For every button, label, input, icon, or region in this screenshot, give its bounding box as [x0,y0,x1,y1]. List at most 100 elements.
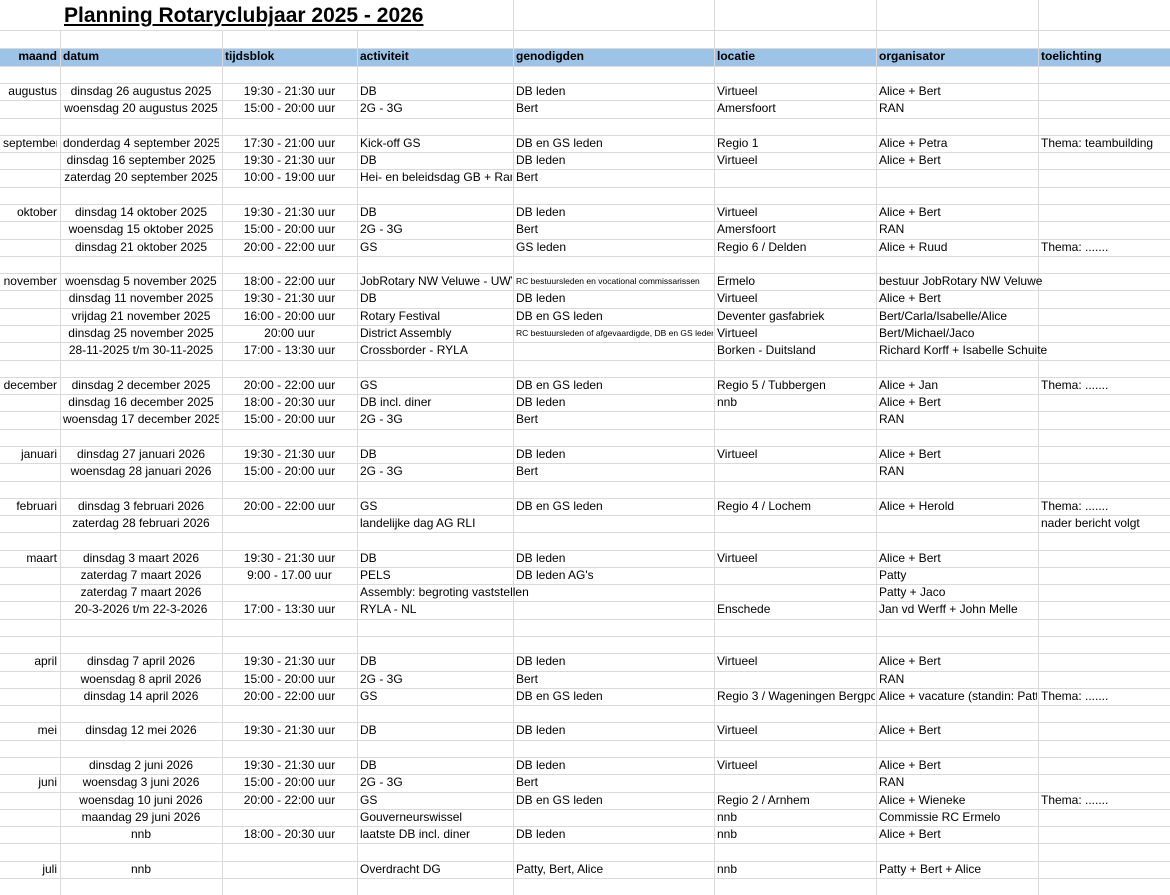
organizer-cell: Bert/Michael/Jaco [879,326,975,340]
invitees-cell: RC bestuursleden of afgevaardigde, DB en… [516,328,713,338]
date-cell: dinsdag 2 december 2025 [71,377,211,392]
activity-cell: 2G - 3G [360,464,403,479]
row-line [0,757,1170,758]
organizer-cell: Patty + Jaco [879,585,946,600]
column-header: locatie [717,49,756,63]
row-line [0,342,1170,344]
activity-cell: DB [360,654,377,669]
row-line [0,428,1170,430]
time-slot-cell: 20:00 uur [264,326,315,340]
organizer-cell: Alice + Bert [879,205,941,220]
month-cell: januari [20,446,57,461]
row-line [0,636,1170,638]
note-cell: Thema: ....... [1041,239,1109,254]
location-cell: Virtueel [717,205,758,220]
invitees-cell: DB leden AG's [516,567,594,582]
organizer-cell: RAN [879,775,905,790]
activity-cell: 2G - 3G [360,671,403,686]
time-slot-cell: 19:30 - 21:30 uur [243,654,336,669]
column-header: maand [18,49,57,63]
organizer-cell: RAN [879,101,905,116]
activity-cell: Crossborder - RYLA [360,343,468,358]
date-cell: woensdag 5 november 2025 [65,274,217,289]
row-line [0,325,1170,326]
row-line [0,169,1170,171]
time-slot-cell: 20:00 - 22:00 uur [243,792,336,807]
activity-cell: 2G - 3G [360,775,403,790]
location-cell: Amersfoort [717,222,776,237]
row-line [0,497,1170,499]
location-cell: Virtueel [717,758,758,772]
row-line [0,463,1170,465]
time-slot-cell: 15:00 - 20:00 uur [243,775,336,790]
time-slot-cell: 18:00 - 20:30 uur [243,395,336,410]
invitees-cell: DB leden [516,205,566,220]
row-line [0,394,1170,396]
activity-cell: 2G - 3G [360,412,403,427]
activity-cell: DB [360,550,377,565]
location-cell: Virtueel [717,291,758,306]
time-slot-cell: 18:00 - 22:00 uur [243,274,336,289]
location-cell: Regio 4 / Lochem [717,498,812,513]
invitees-cell: Bert [516,464,539,479]
activity-cell: Overdracht DG [360,861,441,876]
location-cell: Regio 2 / Arnhem [717,792,810,807]
date-cell: woensdag 28 januari 2026 [70,464,212,479]
invitees-cell: DB leden [516,758,566,772]
organizer-cell: Alice + Bert [879,395,941,410]
month-cell: april [34,654,57,669]
date-cell: zaterdag 7 maart 2026 [80,567,202,582]
organizer-cell: Alice + Ruud [879,239,948,254]
date-cell: dinsdag 25 november 2025 [68,326,214,340]
date-cell: dinsdag 16 december 2025 [68,395,214,410]
time-slot-cell: 20:00 - 22:00 uur [243,377,336,392]
row-line [0,221,1170,223]
row-line [0,83,1170,85]
row-line [0,566,1170,568]
column-line [60,30,61,895]
time-slot-cell: 20:00 - 22:00 uur [243,498,336,513]
date-cell: woensdag 8 april 2026 [80,671,202,686]
activity-cell: DB [360,205,377,220]
location-cell: Borken - Duitsland [717,343,816,358]
invitees-cell: DB leden [516,723,566,738]
note-cell: nader bericht volgt [1041,516,1140,531]
time-slot-cell: 19:30 - 21:30 uur [243,84,336,99]
row-line [0,739,1170,741]
time-slot-cell: 20:00 - 22:00 uur [243,239,336,254]
activity-cell: Assembly: begroting vaststellen [360,585,529,600]
date-cell: zaterdag 20 september 2025 [64,170,218,185]
organizer-cell: Alice + Wieneke [879,792,966,807]
invitees-cell: DB leden [516,550,566,565]
location-cell: Virtueel [717,84,758,99]
month-cell: juli [42,861,57,876]
organizer-cell: Alice + Bert [879,84,941,99]
row-line [0,532,1170,534]
time-slot-cell: 16:00 - 20:00 uur [243,308,336,323]
row-line [0,705,1170,707]
activity-cell: PELS [360,567,391,582]
invitees-cell: Bert [516,412,539,427]
date-cell: nnb [130,861,152,876]
time-slot-cell: 19:30 - 21:30 uur [243,550,336,565]
location-cell: nnb [717,827,738,842]
organizer-cell: Alice + Bert [879,153,941,168]
location-cell: Virtueel [717,723,758,738]
organizer-cell: Alice + Bert [879,291,941,306]
date-cell: 20-3-2026 t/m 22-3-2026 [74,602,208,617]
activity-cell: landelijke dag AG RLI [360,516,476,531]
activity-cell: Kick-off GS [360,135,421,150]
organizer-cell: Patty [879,567,907,582]
row-line [0,549,1170,551]
header-band [0,48,1170,66]
row-line [0,774,1170,776]
row-line [0,376,1170,378]
location-cell: Virtueel [717,654,758,669]
column-header: datum [63,49,99,63]
invitees-cell: Bert [516,775,539,790]
month-cell: juni [38,775,57,790]
invitees-cell: Bert [516,671,539,686]
note-cell: Thema: ....... [1041,688,1109,703]
date-cell: zaterdag 7 maart 2026 [80,585,202,600]
date-cell: dinsdag 11 november 2025 [68,291,214,306]
